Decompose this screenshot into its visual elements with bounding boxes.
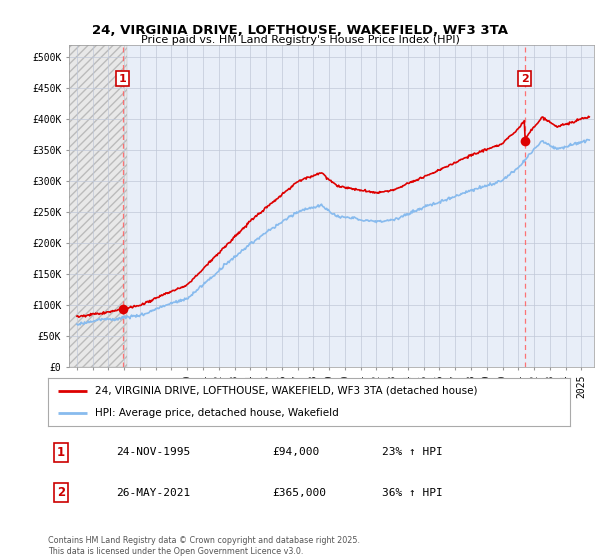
- Text: Contains HM Land Registry data © Crown copyright and database right 2025.
This d: Contains HM Land Registry data © Crown c…: [48, 536, 360, 556]
- Text: £365,000: £365,000: [272, 488, 326, 497]
- Text: 24, VIRGINIA DRIVE, LOFTHOUSE, WAKEFIELD, WF3 3TA (detached house): 24, VIRGINIA DRIVE, LOFTHOUSE, WAKEFIELD…: [95, 386, 478, 396]
- Text: 26-MAY-2021: 26-MAY-2021: [116, 488, 190, 497]
- Text: 23% ↑ HPI: 23% ↑ HPI: [382, 447, 443, 457]
- Text: £94,000: £94,000: [272, 447, 320, 457]
- Bar: [69, 45, 127, 367]
- Text: Price paid vs. HM Land Registry's House Price Index (HPI): Price paid vs. HM Land Registry's House …: [140, 35, 460, 45]
- Text: 2: 2: [57, 486, 65, 499]
- Text: 24, VIRGINIA DRIVE, LOFTHOUSE, WAKEFIELD, WF3 3TA: 24, VIRGINIA DRIVE, LOFTHOUSE, WAKEFIELD…: [92, 24, 508, 36]
- Text: 1: 1: [119, 73, 127, 83]
- Text: 1: 1: [57, 446, 65, 459]
- Text: 24-NOV-1995: 24-NOV-1995: [116, 447, 190, 457]
- Text: 36% ↑ HPI: 36% ↑ HPI: [382, 488, 443, 497]
- Text: 2: 2: [521, 73, 529, 83]
- Text: HPI: Average price, detached house, Wakefield: HPI: Average price, detached house, Wake…: [95, 408, 339, 418]
